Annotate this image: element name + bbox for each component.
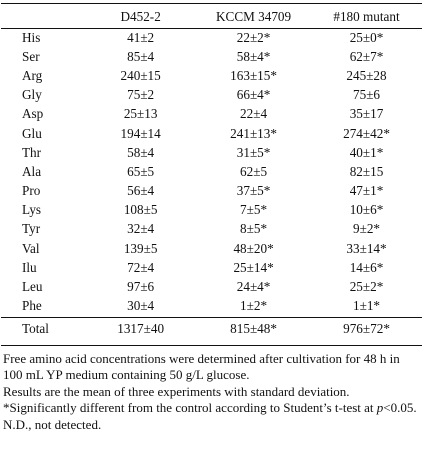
cell-mutant: 25±2* bbox=[349, 279, 384, 295]
p-value-symbol: p bbox=[376, 400, 384, 416]
cell-mutant: 35±17 bbox=[349, 106, 384, 122]
row-label: Ala bbox=[22, 163, 42, 179]
total-label: Total bbox=[22, 320, 49, 336]
cell-mutant: 47±1* bbox=[349, 183, 384, 199]
row-label: His bbox=[22, 29, 41, 45]
table-row: Ala 65±5 62±5 82±15 bbox=[0, 162, 423, 181]
table-row: Lys 108±5 7±5* 10±6* bbox=[0, 201, 423, 220]
table-footnotes: Free amino acid concentrations were dete… bbox=[3, 351, 421, 433]
row-label: Leu bbox=[22, 279, 43, 295]
cell-d452-2: 30±4 bbox=[127, 298, 155, 314]
total-kccm: 815±48* bbox=[230, 320, 277, 336]
cell-kccm: 62±5 bbox=[240, 163, 268, 179]
cell-mutant: 14±6* bbox=[349, 259, 384, 275]
table-row: Ser 85±4 58±4* 62±7* bbox=[0, 47, 423, 66]
p-value-threshold: <0.05. bbox=[383, 400, 417, 416]
cell-kccm: 25±14* bbox=[233, 259, 274, 275]
row-label: Ilu bbox=[22, 259, 37, 275]
cell-mutant: 9±2* bbox=[353, 221, 381, 237]
header-blank bbox=[0, 6, 84, 28]
table-row: Arg 240±15 163±15* 245±28 bbox=[0, 66, 423, 85]
cell-kccm: 1±2* bbox=[240, 298, 268, 314]
cell-kccm: 24±4* bbox=[236, 279, 271, 295]
cell-mutant: 245±28 bbox=[346, 67, 387, 83]
total-mutant: 976±72* bbox=[343, 320, 390, 336]
cell-kccm: 22±4 bbox=[240, 106, 268, 122]
row-label: Arg bbox=[22, 67, 43, 83]
cell-mutant: 40±1* bbox=[349, 144, 384, 160]
total-d452-2: 1317±40 bbox=[117, 320, 165, 336]
footnote-method: Free amino acid concentrations were dete… bbox=[3, 351, 400, 383]
cell-mutant: 62±7* bbox=[349, 48, 384, 64]
header-rule bbox=[1, 28, 422, 29]
table-row: Thr 58±4 31±5* 40±1* bbox=[0, 143, 423, 162]
table-row: Ilu 72±4 25±14* 14±6* bbox=[0, 258, 423, 277]
cell-kccm: 22±2* bbox=[236, 29, 271, 45]
row-label: Val bbox=[22, 240, 40, 256]
cell-d452-2: 139±5 bbox=[123, 240, 158, 256]
cell-mutant: 75±6 bbox=[353, 87, 381, 103]
bottom-rule bbox=[1, 345, 422, 346]
row-label: Asp bbox=[22, 106, 44, 122]
footnote-results: Results are the mean of three experiment… bbox=[3, 383, 350, 399]
row-label: Phe bbox=[22, 298, 42, 314]
cell-kccm: 7±5* bbox=[240, 202, 268, 218]
table-row: Leu 97±6 24±4* 25±2* bbox=[0, 277, 423, 296]
cell-mutant: 1±1* bbox=[353, 298, 381, 314]
footnote-significance: *Significantly different from the contro… bbox=[3, 400, 421, 416]
cell-mutant: 10±6* bbox=[349, 202, 384, 218]
cell-kccm: 58±4* bbox=[236, 48, 271, 64]
cell-kccm: 31±5* bbox=[236, 144, 271, 160]
cell-mutant: 82±15 bbox=[349, 163, 384, 179]
row-label: Pro bbox=[22, 183, 41, 199]
cell-kccm: 48±20* bbox=[233, 240, 274, 256]
header-d452-2: D452-2 bbox=[120, 9, 161, 24]
footnote-nd: N.D., not detected. bbox=[3, 416, 102, 432]
table-row: Tyr 32±4 8±5* 9±2* bbox=[0, 220, 423, 239]
table-row: Gly 75±2 66±4* 75±6 bbox=[0, 86, 423, 105]
table-row: Pro 56±4 37±5* 47±1* bbox=[0, 182, 423, 201]
cell-d452-2: 41±2 bbox=[127, 29, 155, 45]
row-label: Gly bbox=[22, 87, 42, 103]
cell-d452-2: 97±6 bbox=[127, 279, 155, 295]
header-row: D452-2 KCCM 34709 #180 mutant bbox=[0, 6, 423, 28]
total-rule bbox=[1, 317, 422, 318]
cell-mutant: 25±0* bbox=[349, 29, 384, 45]
row-label: Ser bbox=[22, 48, 40, 64]
cell-d452-2: 194±14 bbox=[120, 125, 161, 141]
cell-d452-2: 72±4 bbox=[127, 259, 155, 275]
cell-d452-2: 108±5 bbox=[123, 202, 158, 218]
table-row: Asp 25±13 22±4 35±17 bbox=[0, 105, 423, 124]
cell-kccm: 66±4* bbox=[236, 87, 271, 103]
row-label: Tyr bbox=[22, 221, 41, 237]
header-kccm-34709: KCCM 34709 bbox=[216, 9, 292, 24]
cell-d452-2: 56±4 bbox=[127, 183, 155, 199]
table-row: Val 139±5 48±20* 33±14* bbox=[0, 239, 423, 258]
row-label: Thr bbox=[22, 144, 42, 160]
cell-d452-2: 85±4 bbox=[127, 48, 155, 64]
cell-d452-2: 58±4 bbox=[127, 144, 155, 160]
amino-acid-table: D452-2 KCCM 34709 #180 mutant His 41±2 2… bbox=[0, 6, 423, 342]
cell-kccm: 37±5* bbox=[236, 183, 271, 199]
cell-kccm: 241±13* bbox=[230, 125, 277, 141]
cell-kccm: 163±15* bbox=[230, 67, 277, 83]
table-row: Glu 194±14 241±13* 274±42* bbox=[0, 124, 423, 143]
cell-kccm: 8±5* bbox=[240, 221, 268, 237]
row-label: Lys bbox=[22, 202, 42, 218]
table-row: Phe 30±4 1±2* 1±1* bbox=[0, 297, 423, 316]
cell-d452-2: 75±2 bbox=[127, 87, 155, 103]
cell-d452-2: 65±5 bbox=[127, 163, 155, 179]
header-180-mutant: #180 mutant bbox=[333, 9, 400, 24]
top-rule bbox=[1, 3, 422, 4]
cell-d452-2: 32±4 bbox=[127, 221, 155, 237]
cell-d452-2: 25±13 bbox=[123, 106, 158, 122]
cell-mutant: 274±42* bbox=[343, 125, 390, 141]
cell-d452-2: 240±15 bbox=[120, 67, 161, 83]
total-row: Total 1317±40 815±48* 976±72* bbox=[0, 316, 423, 342]
table-row: His 41±2 22±2* 25±0* bbox=[0, 28, 423, 47]
cell-mutant: 33±14* bbox=[346, 240, 387, 256]
row-label: Glu bbox=[22, 125, 42, 141]
footnote-significance-text: *Significantly different from the contro… bbox=[3, 400, 377, 416]
